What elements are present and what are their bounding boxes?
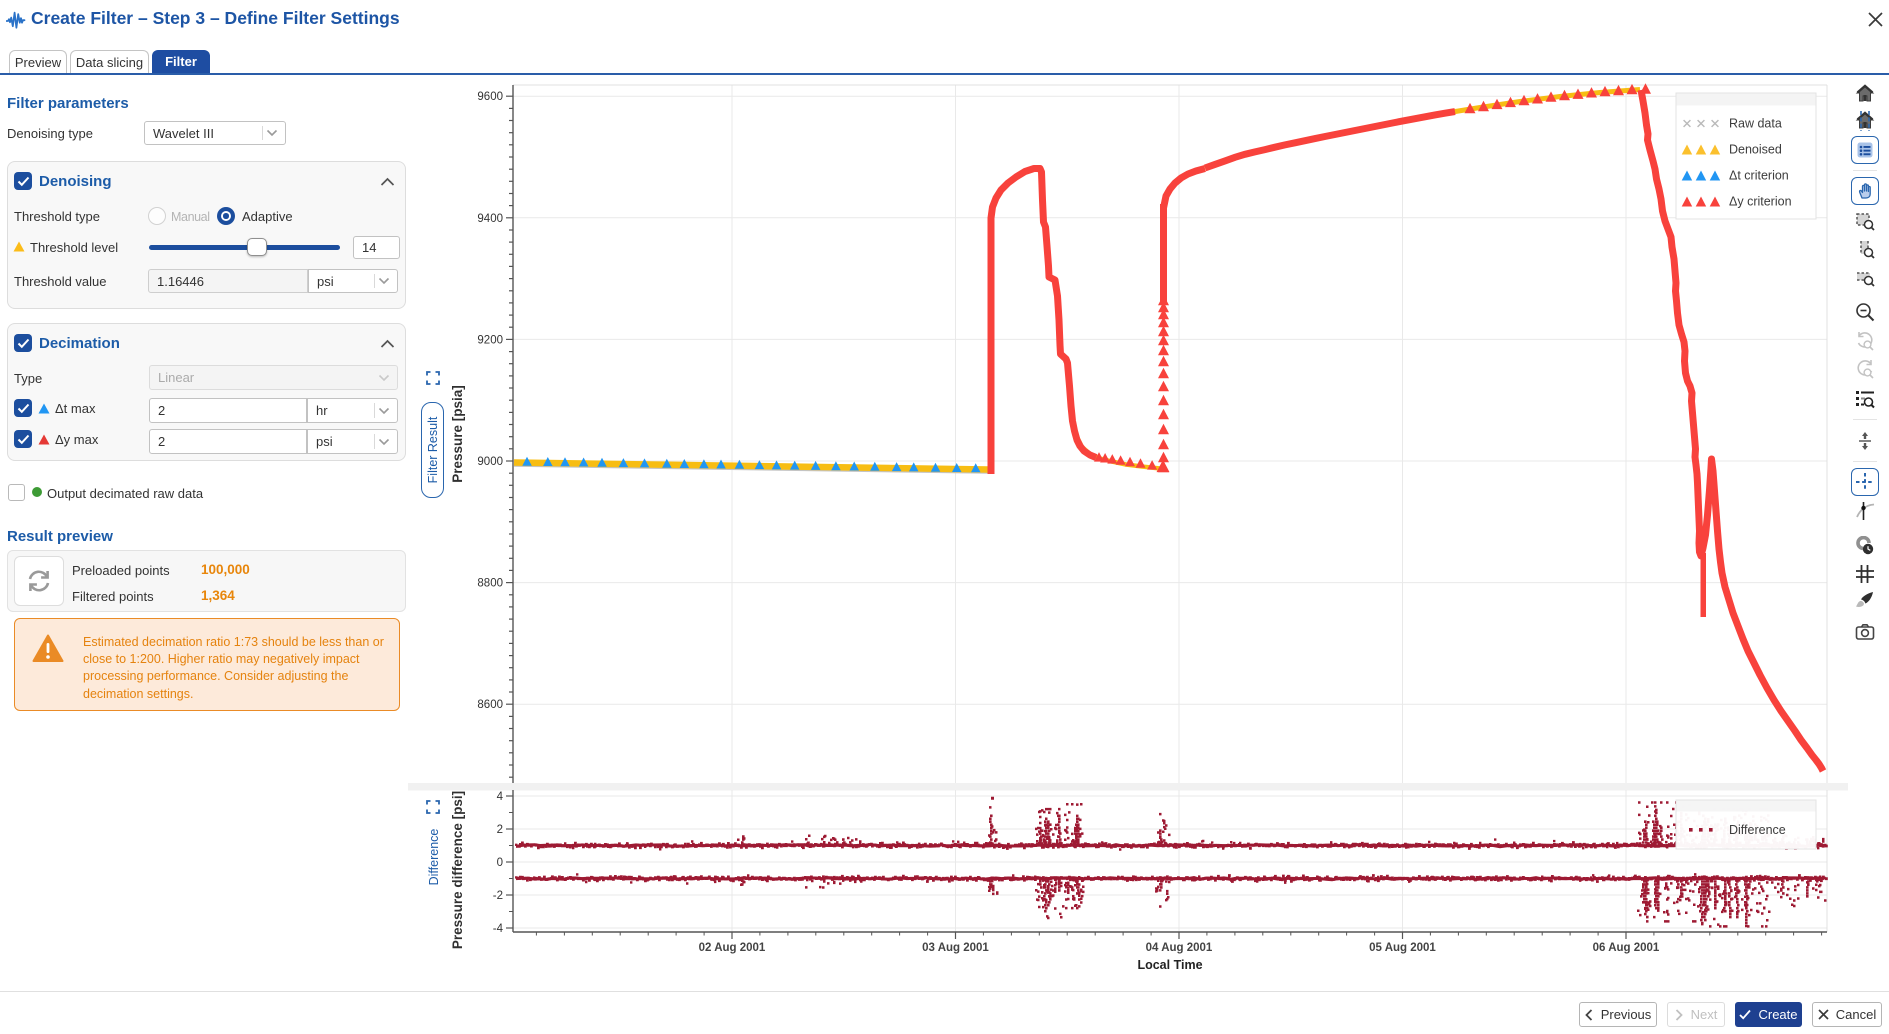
svg-text:Pressure [psia]: Pressure [psia]: [450, 385, 465, 483]
svg-text:03 Aug 2001: 03 Aug 2001: [922, 942, 989, 954]
svg-text:-4: -4: [493, 923, 504, 935]
svg-text:9000: 9000: [477, 456, 503, 468]
svg-text:Difference: Difference: [1729, 823, 1786, 837]
svg-text:Δt criterion: Δt criterion: [1729, 169, 1789, 183]
svg-text:-2: -2: [493, 890, 503, 902]
svg-text:9400: 9400: [477, 213, 503, 225]
svg-text:02 Aug 2001: 02 Aug 2001: [699, 942, 766, 954]
svg-text:2: 2: [497, 824, 503, 836]
svg-text:06 Aug 2001: 06 Aug 2001: [1593, 942, 1660, 954]
svg-text:Δy criterion: Δy criterion: [1729, 195, 1792, 209]
svg-text:9200: 9200: [477, 334, 503, 346]
svg-text:Local Time: Local Time: [1137, 958, 1202, 972]
svg-text:05 Aug 2001: 05 Aug 2001: [1369, 942, 1436, 954]
svg-text:Pressure difference [psi]: Pressure difference [psi]: [450, 791, 465, 949]
svg-text:0: 0: [497, 857, 503, 869]
svg-text:04 Aug 2001: 04 Aug 2001: [1146, 942, 1213, 954]
svg-text:Denoised: Denoised: [1729, 143, 1782, 157]
svg-text:9600: 9600: [477, 91, 503, 103]
svg-text:Raw data: Raw data: [1729, 117, 1782, 131]
svg-text:8800: 8800: [477, 578, 503, 590]
svg-text:4: 4: [497, 791, 504, 803]
svg-text:8600: 8600: [477, 699, 503, 711]
